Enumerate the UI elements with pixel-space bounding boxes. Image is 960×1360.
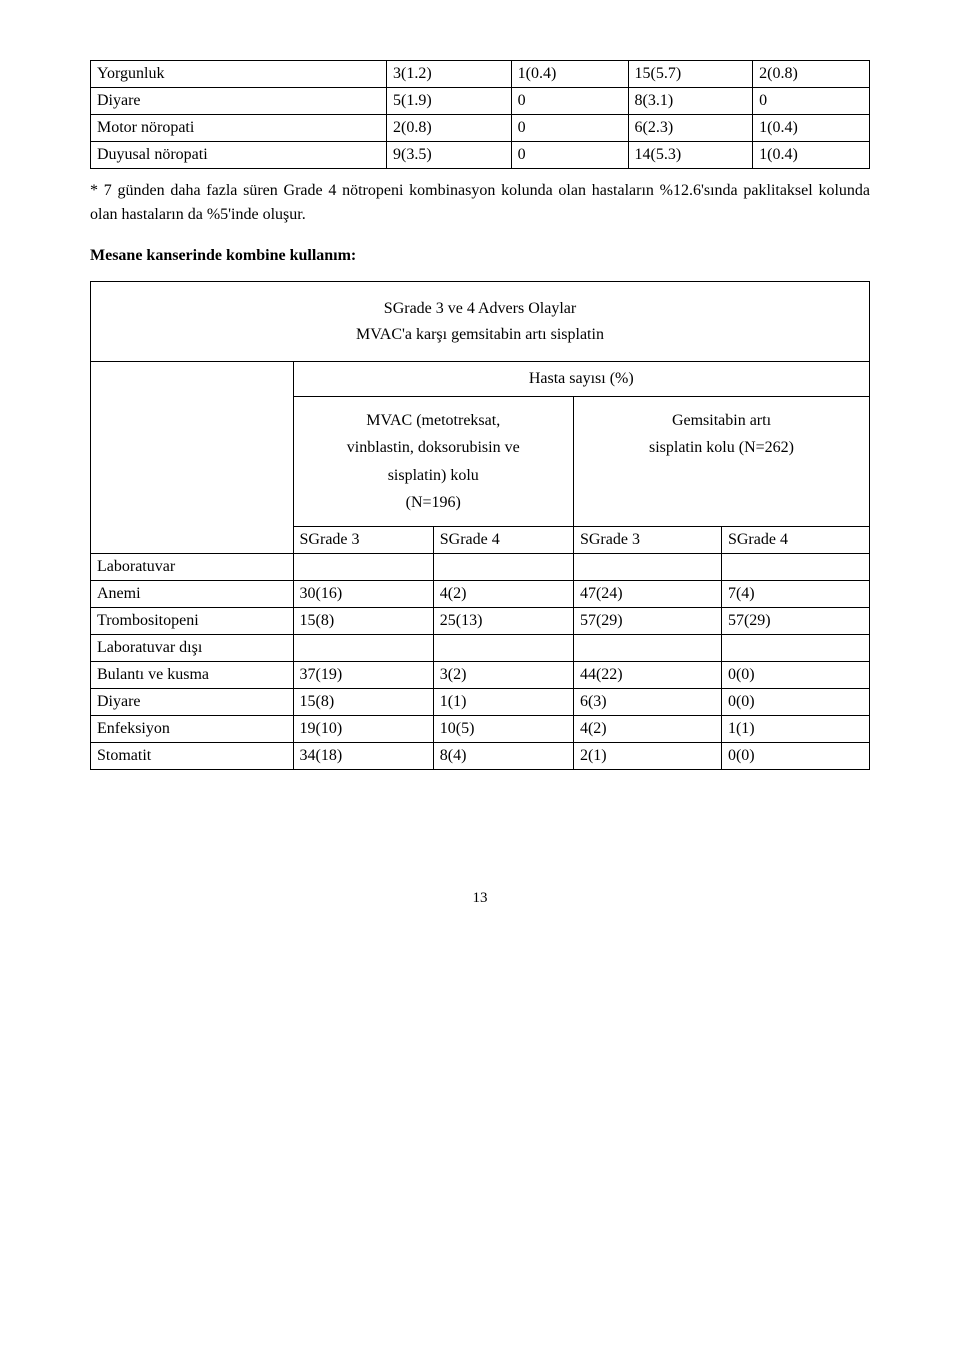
- table-row: Laboratuvar dışı: [91, 634, 870, 661]
- cell: 3(1.2): [387, 61, 512, 88]
- cell: 1(0.4): [753, 142, 870, 169]
- cell: 2(0.8): [753, 61, 870, 88]
- cell: [573, 634, 721, 661]
- table-row: Trombositopeni15(8)25(13)57(29)57(29): [91, 607, 870, 634]
- cell: Laboratuvar: [91, 553, 294, 580]
- cell: 0(0): [721, 661, 869, 688]
- table-row: Diyare5(1.9)08(3.1)0: [91, 88, 870, 115]
- cell: 2(1): [573, 742, 721, 769]
- cell: 4(2): [573, 715, 721, 742]
- cell: 0: [511, 115, 628, 142]
- t2-cgb-l2: sisplatin kolu (N=262): [649, 439, 794, 456]
- t2-group-header: Hasta sayısı (%): [293, 362, 869, 397]
- t2-sub-a2: SGrade 4: [433, 526, 573, 553]
- cell: Diyare: [91, 88, 387, 115]
- table-row: Enfeksiyon19(10)10(5)4(2)1(1): [91, 715, 870, 742]
- cell: 57(29): [721, 607, 869, 634]
- t2-title-line1: SGrade 3 ve 4 Advers Olaylar: [384, 300, 576, 317]
- table-row: Stomatit34(18)8(4)2(1)0(0): [91, 742, 870, 769]
- t2-sub-a1: SGrade 3: [293, 526, 433, 553]
- cell: Duyusal nöropati: [91, 142, 387, 169]
- page-number: 13: [90, 890, 870, 907]
- t2-colgroup-b: Gemsitabin artı sisplatin kolu (N=262): [573, 397, 869, 527]
- cell: 8(3.1): [628, 88, 753, 115]
- cell: 9(3.5): [387, 142, 512, 169]
- cell: Anemi: [91, 580, 294, 607]
- cell: 10(5): [433, 715, 573, 742]
- cell: Yorgunluk: [91, 61, 387, 88]
- cell: 7(4): [721, 580, 869, 607]
- cell: 0: [511, 88, 628, 115]
- cell: 8(4): [433, 742, 573, 769]
- cell: 1(0.4): [511, 61, 628, 88]
- cell: 30(16): [293, 580, 433, 607]
- t2-cga-l4: (N=196): [406, 494, 461, 511]
- cell: 6(3): [573, 688, 721, 715]
- table-2-body: LaboratuvarAnemi30(16)4(2)47(24)7(4)Trom…: [91, 553, 870, 769]
- cell: [293, 553, 433, 580]
- cell: [433, 634, 573, 661]
- cell: [573, 553, 721, 580]
- cell: 14(5.3): [628, 142, 753, 169]
- cell: 37(19): [293, 661, 433, 688]
- cell: 15(5.7): [628, 61, 753, 88]
- cell: 1(1): [721, 715, 869, 742]
- cell: 6(2.3): [628, 115, 753, 142]
- cell: [721, 634, 869, 661]
- cell: 0: [511, 142, 628, 169]
- cell: Enfeksiyon: [91, 715, 294, 742]
- t2-sub-b2: SGrade 4: [721, 526, 869, 553]
- t2-title-line2: MVAC'a karşı gemsitabin artı sisplatin: [356, 326, 604, 343]
- cell: 0(0): [721, 688, 869, 715]
- cell: 15(8): [293, 607, 433, 634]
- cell: 5(1.9): [387, 88, 512, 115]
- cell: 0(0): [721, 742, 869, 769]
- table-2: SGrade 3 ve 4 Advers Olaylar MVAC'a karş…: [90, 281, 870, 770]
- cell: Stomatit: [91, 742, 294, 769]
- cell: Diyare: [91, 688, 294, 715]
- cell: [721, 553, 869, 580]
- cell: 47(24): [573, 580, 721, 607]
- cell: 25(13): [433, 607, 573, 634]
- t2-title: SGrade 3 ve 4 Advers Olaylar MVAC'a karş…: [91, 282, 870, 362]
- t2-cga-l3: sisplatin) kolu: [388, 467, 479, 484]
- cell: 34(18): [293, 742, 433, 769]
- cell: 1(0.4): [753, 115, 870, 142]
- cell: 19(10): [293, 715, 433, 742]
- table-row: Duyusal nöropati9(3.5)014(5.3)1(0.4): [91, 142, 870, 169]
- cell: 4(2): [433, 580, 573, 607]
- cell: [433, 553, 573, 580]
- cell: Bulantı ve kusma: [91, 661, 294, 688]
- cell: 0: [753, 88, 870, 115]
- table-row: Motor nöropati2(0.8)06(2.3)1(0.4): [91, 115, 870, 142]
- table-row: Yorgunluk3(1.2)1(0.4)15(5.7)2(0.8): [91, 61, 870, 88]
- cell: 2(0.8): [387, 115, 512, 142]
- t2-cgb-l1: Gemsitabin artı: [672, 412, 771, 429]
- t2-colgroup-a: MVAC (metotreksat, vinblastin, doksorubi…: [293, 397, 573, 527]
- cell: [293, 634, 433, 661]
- table-row: Diyare15(8)1(1)6(3)0(0): [91, 688, 870, 715]
- section-heading: Mesane kanserinde kombine kullanım:: [90, 247, 870, 265]
- table-row: Bulantı ve kusma37(19)3(2)44(22)0(0): [91, 661, 870, 688]
- table-row: Anemi30(16)4(2)47(24)7(4): [91, 580, 870, 607]
- table-1-body: Yorgunluk3(1.2)1(0.4)15(5.7)2(0.8)Diyare…: [91, 61, 870, 169]
- footnote: * 7 günden daha fazla süren Grade 4 nötr…: [90, 179, 870, 227]
- cell: 1(1): [433, 688, 573, 715]
- cell: Laboratuvar dışı: [91, 634, 294, 661]
- cell: Trombositopeni: [91, 607, 294, 634]
- cell: 3(2): [433, 661, 573, 688]
- cell: 57(29): [573, 607, 721, 634]
- cell: 15(8): [293, 688, 433, 715]
- t2-sub-b1: SGrade 3: [573, 526, 721, 553]
- t2-cga-l2: vinblastin, doksorubisin ve: [347, 439, 520, 456]
- t2-blank-stub: [91, 362, 294, 554]
- table-row: Laboratuvar: [91, 553, 870, 580]
- cell: 44(22): [573, 661, 721, 688]
- t2-cga-l1: MVAC (metotreksat,: [366, 412, 500, 429]
- table-1: Yorgunluk3(1.2)1(0.4)15(5.7)2(0.8)Diyare…: [90, 60, 870, 169]
- cell: Motor nöropati: [91, 115, 387, 142]
